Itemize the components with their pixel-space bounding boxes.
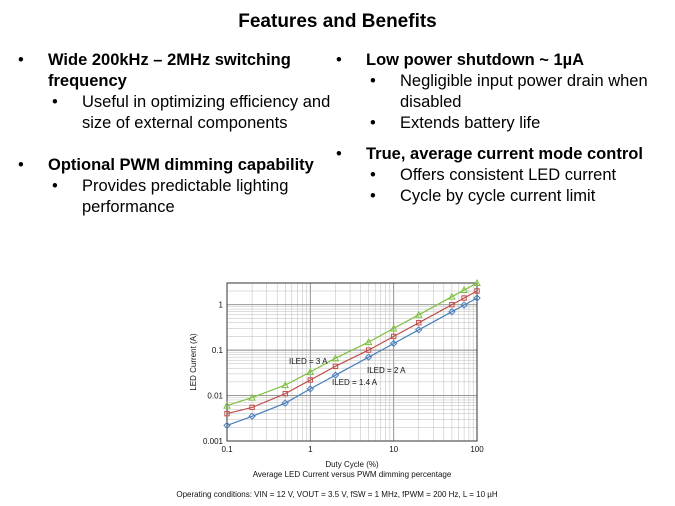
data-point xyxy=(473,294,481,302)
data-point xyxy=(415,326,423,334)
sub-bullet: Useful in optimizing efficiency and size… xyxy=(18,92,338,134)
x-tick-label: 0.1 xyxy=(221,445,233,454)
data-point xyxy=(448,292,456,300)
series-label-3a: ILED = 3 A xyxy=(289,357,328,366)
y-tick-label: 0.1 xyxy=(212,346,224,355)
data-point xyxy=(281,381,290,389)
plot-frame xyxy=(226,282,478,442)
data-point xyxy=(414,310,423,318)
series-label-2a: ILED = 2 A xyxy=(367,366,406,375)
series-line xyxy=(226,282,478,407)
y-axis-label: LED Current (A) xyxy=(189,333,198,391)
bullet-switching-frequency: Wide 200kHz – 2MHz switching frequency xyxy=(18,50,338,92)
data-point xyxy=(365,347,372,353)
bullet-current-mode-control: True, average current mode control xyxy=(336,144,666,165)
series-line xyxy=(226,290,478,415)
data-point xyxy=(473,278,481,286)
sub-bullet: Provides predictable lighting performanc… xyxy=(18,176,338,218)
left-column: Wide 200kHz – 2MHz switching frequency U… xyxy=(18,50,338,218)
sub-bullet: Cycle by cycle current limit xyxy=(336,186,666,207)
data-point xyxy=(223,421,231,430)
data-point xyxy=(249,404,255,411)
bullet-low-power-shutdown: Low power shutdown ~ 1µA xyxy=(336,50,666,71)
led-current-chart: 0.1 1 10 100 0.001 0.01 0.1 1 Duty Cycle (%) Av… xyxy=(176,275,498,505)
data-point xyxy=(282,390,288,397)
data-point xyxy=(390,333,397,340)
data-point xyxy=(248,412,256,420)
chart-caption: Average LED Current versus PWM dimming p… xyxy=(253,470,452,479)
x-tick-label: 10 xyxy=(389,445,398,454)
data-point xyxy=(223,401,231,409)
series-label-1-4a: ILED = 1.4 A xyxy=(332,378,378,387)
data-point xyxy=(448,308,456,316)
data-point xyxy=(461,295,467,301)
data-point xyxy=(449,301,455,308)
data-point xyxy=(364,353,373,361)
series-line xyxy=(226,297,478,426)
x-tick-label: 100 xyxy=(470,445,484,454)
sub-bullet: Negligible input power drain when disabl… xyxy=(336,71,666,113)
bullet-pwm-dimming: Optional PWM dimming capability xyxy=(18,155,338,176)
data-point xyxy=(306,385,315,393)
x-tick-label: 1 xyxy=(308,445,313,454)
sub-bullet: Offers consistent LED current xyxy=(336,165,666,186)
data-point xyxy=(331,354,340,362)
data-point xyxy=(306,367,315,375)
data-point xyxy=(416,320,422,326)
data-point xyxy=(307,377,314,383)
chart-grid xyxy=(226,282,477,442)
right-column: Low power shutdown ~ 1µA Negligible inpu… xyxy=(336,50,666,207)
y-tick-label: 0.01 xyxy=(207,392,223,401)
x-axis-label: Duty Cycle (%) xyxy=(325,460,379,469)
data-point xyxy=(331,371,340,379)
data-point xyxy=(224,410,230,417)
data-point xyxy=(281,399,289,407)
data-point xyxy=(474,288,480,294)
chart-svg: 0.1 1 10 100 0.001 0.01 0.1 1 Duty Cycle (%) Av… xyxy=(176,278,498,499)
data-point xyxy=(332,363,339,370)
data-point xyxy=(364,338,373,346)
sub-bullet: Extends battery life xyxy=(336,113,666,134)
data-point xyxy=(389,324,398,332)
data-point xyxy=(389,339,398,348)
y-tick-label: 0.001 xyxy=(203,437,224,446)
data-point xyxy=(460,285,468,294)
operating-conditions: Operating conditions: VIN = 12 V, VOUT =… xyxy=(176,490,498,499)
data-point xyxy=(460,301,468,309)
data-point xyxy=(248,393,256,401)
slide-title: Features and Benefits xyxy=(238,11,437,32)
y-tick-label: 1 xyxy=(219,301,224,310)
